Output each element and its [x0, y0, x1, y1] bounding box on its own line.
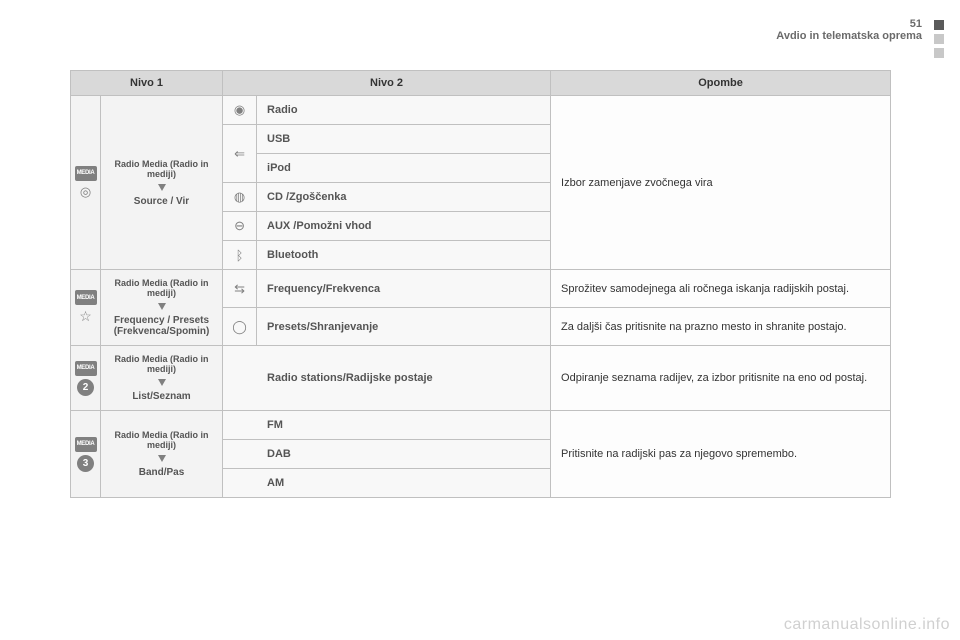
nav-line2: Frequency / Presets (Frekvenca/Spomin)	[111, 315, 212, 337]
media-icon: MEDIA	[75, 437, 97, 452]
source-icon-cell: ⊖	[223, 212, 257, 241]
source-icon-cell: ⇐	[223, 125, 257, 183]
notes-cell: Za daljši čas pritisnite na prazno mesto…	[551, 308, 891, 346]
notes-cell: Odpiranje seznama radijev, za izbor prit…	[551, 346, 891, 411]
nav-line2: Source / Vir	[134, 196, 189, 207]
arrow-down-icon	[158, 455, 166, 462]
nav-icon-cell: MEDIA ◎	[71, 96, 101, 270]
nav-path-cell: Radio Media (Radio in mediji) Frequency …	[101, 270, 223, 346]
option-label: Presets/Shranjevanje	[257, 308, 551, 346]
nav-line1: Radio Media (Radio in mediji)	[111, 354, 212, 374]
source-icon-cell: ⇆	[223, 270, 257, 308]
nav-line1: Radio Media (Radio in mediji)	[111, 278, 212, 298]
nav-path-cell: Radio Media (Radio in mediji) Band/Pas	[101, 411, 223, 498]
col-header-notes: Opombe	[551, 71, 891, 96]
band-label: DAB	[223, 440, 551, 469]
section-title: Avdio in telematska oprema	[776, 30, 922, 42]
notes-cell: Izbor zamenjave zvočnega vira	[551, 96, 891, 270]
nav-icon-cell: MEDIA ☆	[71, 270, 101, 346]
nav-icon-cell: MEDIA 3	[71, 411, 101, 498]
nav-line1: Radio Media (Radio in mediji)	[111, 430, 212, 450]
menu-structure-table: Nivo 1 Nivo 2 Opombe MEDIA ◎ Radio Media…	[70, 70, 891, 498]
nav-line2: Band/Pas	[139, 467, 185, 478]
media-icon: MEDIA	[75, 361, 97, 376]
source-label: Bluetooth	[257, 241, 551, 270]
nav-path-cell: Radio Media (Radio in mediji) List/Sezna…	[101, 346, 223, 411]
source-label: CD /Zgoščenka	[257, 183, 551, 212]
nav-icon-cell: MEDIA 2	[71, 346, 101, 411]
tab-marker	[934, 34, 944, 44]
source-icon-cell: ◍	[223, 183, 257, 212]
nav-line2: List/Seznam	[132, 391, 190, 402]
source-icon-cell: ◉	[223, 96, 257, 125]
nav-line1: Radio Media (Radio in mediji)	[111, 159, 212, 179]
source-icon-cell: ◯	[223, 308, 257, 346]
page-number: 51	[776, 18, 922, 30]
page-header: 51 Avdio in telematska oprema	[776, 18, 922, 42]
notes-cell: Sprožitev samodejnega ali ročnega iskanj…	[551, 270, 891, 308]
media-icon: MEDIA	[75, 166, 97, 181]
option-label: Frequency/Frekvenca	[257, 270, 551, 308]
target-icon: ◎	[80, 184, 91, 200]
option-label: Radio stations/Radijske postaje	[223, 346, 551, 411]
tab-marker	[934, 48, 944, 58]
arrow-down-icon	[158, 379, 166, 386]
tab-marker	[934, 20, 944, 30]
notes-cell: Pritisnite na radijski pas za njegovo sp…	[551, 411, 891, 498]
arrow-down-icon	[158, 303, 166, 310]
source-label: Radio	[257, 96, 551, 125]
source-icon-cell: ᛒ	[223, 241, 257, 270]
arrow-down-icon	[158, 184, 166, 191]
watermark: carmanualsonline.info	[784, 616, 950, 634]
band-label: AM	[223, 469, 551, 498]
step-badge: 2	[77, 379, 94, 396]
media-icon: MEDIA	[75, 290, 97, 305]
source-label: iPod	[257, 154, 551, 183]
col-header-level1: Nivo 1	[71, 71, 223, 96]
band-label: FM	[223, 411, 551, 440]
col-header-level2: Nivo 2	[223, 71, 551, 96]
nav-path-cell: Radio Media (Radio in mediji) Source / V…	[101, 96, 223, 270]
step-badge: 3	[77, 455, 94, 472]
source-label: USB	[257, 125, 551, 154]
star-icon: ☆	[79, 308, 92, 325]
source-label: AUX /Pomožni vhod	[257, 212, 551, 241]
side-tab-markers	[934, 20, 944, 58]
